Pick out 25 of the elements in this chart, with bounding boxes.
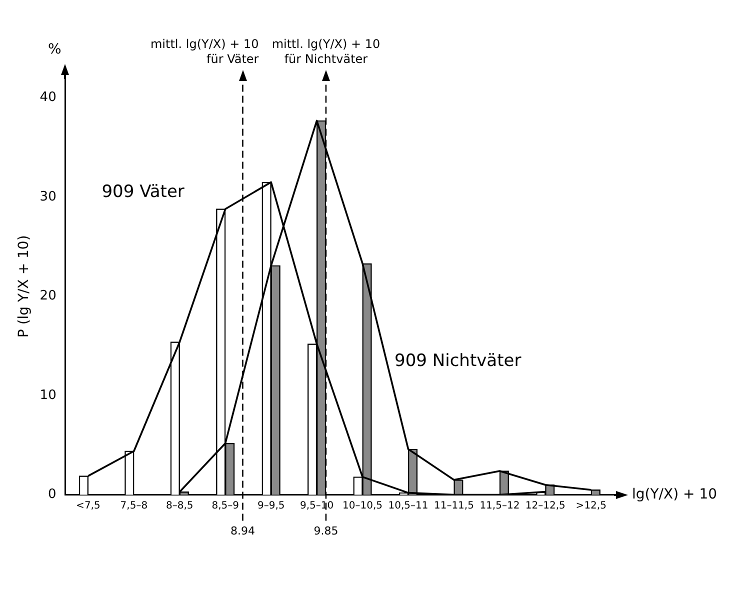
annotation: 9–9,5	[257, 500, 285, 512]
annotation: 11–11,5	[434, 500, 474, 512]
y-axis-title: P (lg Y/X + 10)	[16, 235, 32, 338]
ref-line-label: mittl. lg(Y/X) + 10 für Väter	[150, 37, 259, 66]
x-tick-label: 8.94	[230, 524, 255, 538]
y-tick-label: 40	[40, 90, 56, 106]
text: %	[48, 42, 62, 58]
y-tick-label: 30	[40, 189, 56, 204]
x-tick-label: 9.85	[314, 524, 338, 538]
series-label: 909 Nichtväter	[394, 350, 522, 371]
x-axis-title: lg(Y/X) + 10	[632, 486, 718, 502]
ref-line-label: mittl. lg(Y/X) + 10 für Nichtväter	[272, 37, 380, 66]
annotation: >12,5	[576, 500, 606, 512]
series-label: 909 Väter	[102, 182, 184, 202]
annotation: 8,5–9	[212, 500, 239, 512]
annotation: 8–8,5	[166, 500, 194, 512]
y-tick-label: 10	[40, 388, 56, 403]
annotation: 12–12,5	[525, 500, 566, 512]
y-tick-label: 0	[48, 487, 56, 502]
annotation: 7,5–8	[120, 500, 148, 512]
annotation: 10–10,5	[342, 500, 383, 512]
annotation: 11,5–12	[480, 500, 520, 512]
annotation: <7,5	[76, 500, 100, 512]
y-tick-label: 20	[40, 288, 56, 304]
annotation: 10,5–11	[388, 500, 428, 512]
